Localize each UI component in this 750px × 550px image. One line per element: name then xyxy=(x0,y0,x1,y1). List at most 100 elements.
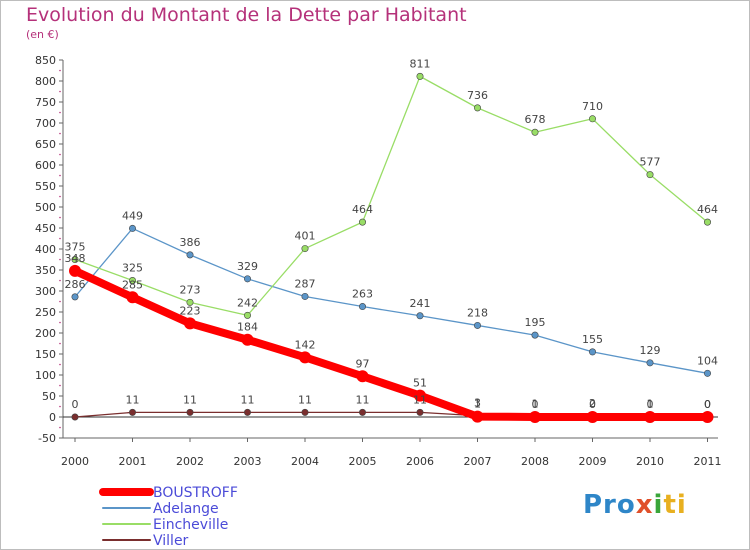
y-tick-label: 500 xyxy=(35,201,56,214)
data-label: 3 xyxy=(474,397,481,410)
y-minor-tick xyxy=(59,153,61,156)
axes: -500501001502002503003504004505005506006… xyxy=(35,54,722,468)
data-label: 51 xyxy=(413,377,427,390)
data-point xyxy=(414,389,426,402)
y-tick-label: 200 xyxy=(35,327,56,340)
y-minor-tick xyxy=(59,300,61,303)
data-label: 375 xyxy=(65,241,86,254)
data-point xyxy=(301,292,309,300)
data-point xyxy=(71,255,79,263)
data-label: 263 xyxy=(352,288,373,301)
y-tick-label: -50 xyxy=(38,432,56,445)
data-point xyxy=(184,317,196,330)
chart-title: Evolution du Montant de la Dette par Hab… xyxy=(26,4,467,26)
data-label: 678 xyxy=(525,113,546,126)
y-tick-label: 0 xyxy=(49,411,56,424)
legend-label: BOUSTROFF xyxy=(153,485,238,501)
y-tick-label: 800 xyxy=(35,75,56,88)
data-label: 577 xyxy=(640,156,661,169)
x-tick-label: 2010 xyxy=(636,455,664,468)
y-minor-tick xyxy=(59,258,61,261)
data-label: 0 xyxy=(647,398,654,411)
data-point xyxy=(473,321,481,329)
data-label: 464 xyxy=(352,203,373,216)
series-line-adelange xyxy=(74,227,709,374)
data-label: 0 xyxy=(704,398,711,411)
data-label: 1 xyxy=(474,398,481,411)
data-label: 11 xyxy=(241,393,255,406)
y-minor-tick xyxy=(59,132,61,135)
data-point xyxy=(646,359,654,367)
y-tick-label: 100 xyxy=(35,369,56,382)
data-point xyxy=(356,370,369,383)
data-label: 155 xyxy=(582,333,603,346)
legend-label: Viller xyxy=(153,533,189,549)
series-layer xyxy=(69,72,714,423)
data-point xyxy=(71,293,79,301)
x-tick-label: 2003 xyxy=(234,455,262,468)
y-tick-label: 400 xyxy=(35,243,56,256)
data-label: 386 xyxy=(180,236,201,249)
data-labels: 0 11 11 11 11 11 11 3 1 2 1 02864493863292872632412… xyxy=(65,57,719,411)
data-label: 285 xyxy=(122,278,143,291)
y-minor-tick xyxy=(59,90,61,93)
data-point xyxy=(244,275,252,283)
data-label: 0 xyxy=(532,398,539,411)
data-point xyxy=(301,408,309,416)
data-label: 449 xyxy=(122,209,143,222)
data-point xyxy=(529,411,541,423)
y-tick-label: 600 xyxy=(35,159,56,172)
data-label: 104 xyxy=(697,354,718,367)
data-point xyxy=(241,333,254,346)
x-tick-label: 2004 xyxy=(291,455,319,468)
data-point xyxy=(358,408,366,416)
y-minor-tick xyxy=(59,405,61,408)
series-line-eincheville xyxy=(74,75,709,317)
data-label: 11 xyxy=(298,393,312,406)
data-point xyxy=(129,276,137,284)
data-label: 223 xyxy=(180,304,201,317)
data-label: 11 xyxy=(413,393,427,406)
y-tick-label: 650 xyxy=(35,138,56,151)
y-minor-tick xyxy=(59,342,61,345)
data-point xyxy=(186,298,194,306)
x-tick-label: 2005 xyxy=(349,455,377,468)
data-point xyxy=(129,408,137,416)
data-label: 97 xyxy=(356,357,370,370)
data-point xyxy=(358,303,366,311)
y-tick-label: 550 xyxy=(35,180,56,193)
data-point xyxy=(473,104,481,112)
data-label: 325 xyxy=(122,262,143,275)
data-label: 11 xyxy=(356,393,370,406)
data-point xyxy=(416,72,424,80)
data-point xyxy=(186,408,194,416)
data-label: 2 xyxy=(589,397,596,410)
data-label: 129 xyxy=(640,344,661,357)
data-point xyxy=(646,171,654,179)
data-point xyxy=(586,411,599,423)
y-minor-tick xyxy=(59,237,61,240)
data-point xyxy=(644,411,656,423)
data-point xyxy=(416,312,424,320)
data-label: 195 xyxy=(525,316,546,329)
data-point xyxy=(703,218,711,226)
data-label: 401 xyxy=(295,230,316,243)
data-label: 242 xyxy=(237,296,258,309)
data-label: 329 xyxy=(237,260,258,273)
series-line-boustroff xyxy=(71,266,712,421)
data-point xyxy=(244,408,252,416)
x-tick-label: 2008 xyxy=(521,455,549,468)
y-tick-label: 350 xyxy=(35,264,56,277)
y-minor-tick xyxy=(59,69,61,72)
y-minor-tick xyxy=(59,111,61,114)
y-minor-tick xyxy=(59,195,61,198)
data-label: 0 xyxy=(704,398,711,411)
y-tick-label: 700 xyxy=(35,117,56,130)
x-tick-label: 2000 xyxy=(61,455,89,468)
legend-label: Eincheville xyxy=(153,517,228,533)
data-point xyxy=(416,408,424,416)
data-label: 464 xyxy=(697,203,718,216)
x-tick-label: 2002 xyxy=(176,455,204,468)
